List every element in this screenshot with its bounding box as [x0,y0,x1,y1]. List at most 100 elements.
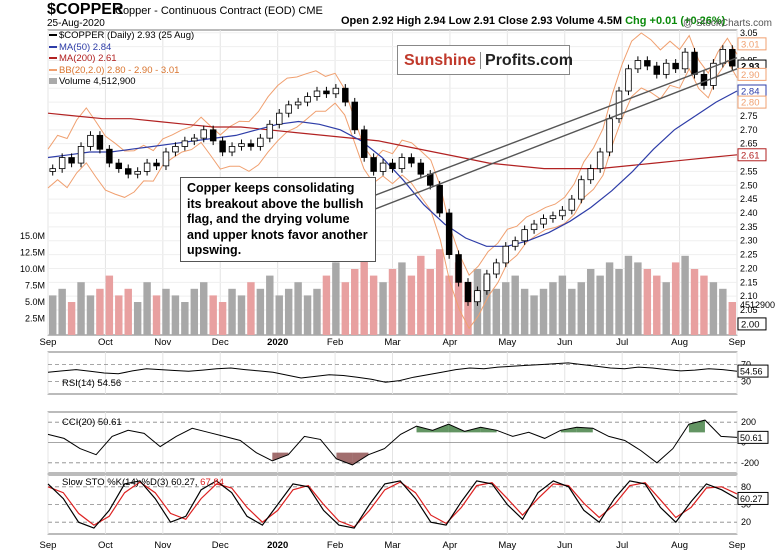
volume-bar [398,262,406,335]
candle-body [691,51,698,75]
candle-body [323,90,330,95]
volume-bar [294,282,302,335]
volume-tick-label: 7.5M [25,281,45,291]
x-tick-label: Feb [327,337,343,348]
volume-bar [181,302,189,335]
volume-bar [417,255,425,335]
volume-bar [690,269,699,335]
candle-body [644,60,651,67]
volume-bar [77,282,85,335]
cci-overbought-fill [416,426,433,433]
price-tag: 2.90 [741,70,760,81]
volume-bar [615,269,623,335]
cci-tick-label: 200 [741,417,756,427]
legend-bb: BB(20,2.0) 2.80 - 2.90 - 3.01 [49,65,194,77]
legend-ma50: MA(50) 2.84 [49,42,194,54]
cci-line [47,419,738,466]
volume-bar [435,249,444,335]
x-tick-label-bottom: May [498,540,516,551]
volume-bar [445,275,453,335]
y-tick-label: 2.25 [740,250,758,260]
volume-bar [662,282,670,335]
volume-bar [152,295,161,335]
candle-body [313,90,321,97]
candle-body [483,273,491,292]
rsi-last-box [737,364,769,378]
volume-bar [643,269,652,335]
x-tick-label-bottom: Dec [212,540,229,551]
volume-bar [162,288,170,335]
volume-bar [256,288,265,335]
legend-ma200: MA(200) 2.61 [49,53,194,65]
volume-bar [360,255,368,335]
candle-body [360,129,368,158]
candle-body [247,143,255,147]
volume-bar [237,295,246,335]
flag-lower-trendline [364,68,738,214]
volume-last-tag: 4512900 [740,300,775,310]
candle-body [370,157,377,172]
volume-bar [653,275,661,335]
volume-bar [539,288,548,335]
x-tick-label: Apr [443,337,458,348]
price-legend: $COPPER (Daily) 2.93 (25 Aug) MA(50) 2.8… [49,30,194,88]
x-tick-label-bottom: 2020 [267,540,288,551]
price-tag: 2.00 [741,319,760,330]
volume-bar [577,282,585,335]
candle-body [719,49,727,64]
candle-body [153,162,160,167]
candle-body [228,146,236,153]
volume-bar [483,275,491,335]
legend-main: $COPPER (Daily) 2.93 (25 Aug) [49,30,194,42]
candle-body [49,168,56,172]
cci-label: CCI(20) 50.61 [62,417,122,428]
y-tick-label: 2.55 [740,166,758,176]
volume-bar [96,288,104,335]
candle-body [209,129,217,142]
volume-bar [86,295,95,335]
price-tag-box [737,95,767,109]
candle-body [294,101,302,106]
y-tick-label: 2.45 [740,194,758,204]
volume-bar [568,288,576,335]
candle-body [549,215,557,219]
volume-bar [624,255,633,335]
volume-tick-label: 12.5M [20,248,45,258]
candle-body [351,101,358,131]
x-tick-label: 2020 [267,337,288,348]
candle-body [304,96,311,103]
candle-body [540,218,547,225]
volume-bar [700,275,708,335]
candle-body [106,148,113,164]
volume-bar [388,269,397,335]
candle-body [276,112,283,125]
volume-bar [49,295,57,335]
volume-bar [549,282,557,335]
x-tick-label: Jul [616,337,628,348]
sto-tick-label: 80 [741,482,751,492]
y-tick-label: 2.05 [740,305,758,315]
candle-body [115,162,123,170]
volume-bar [605,262,614,335]
x-tick-label-bottom: Oct [98,540,113,551]
candle-body [389,162,396,170]
analysis-annotation: Copper keeps consolidating its breakout … [180,177,376,262]
candle-body [625,68,632,92]
volume-bar [115,295,123,335]
candle-body [615,90,623,120]
price-tag: 2.61 [741,150,760,161]
rsi-last-value: 54.56 [740,367,763,377]
volume-bar [266,275,274,335]
candle-body [587,168,594,181]
volume-bar [407,275,416,335]
x-tick-label-bottom: Jul [616,540,628,551]
volume-bar [218,302,227,335]
candle-body [96,134,104,150]
rsi-line [47,362,738,383]
candle-body [77,146,85,164]
volume-bar [558,275,567,335]
candle-body [238,143,245,147]
volume-bar [520,288,529,335]
candle-body [634,60,642,70]
x-tick-label: Nov [154,337,171,348]
